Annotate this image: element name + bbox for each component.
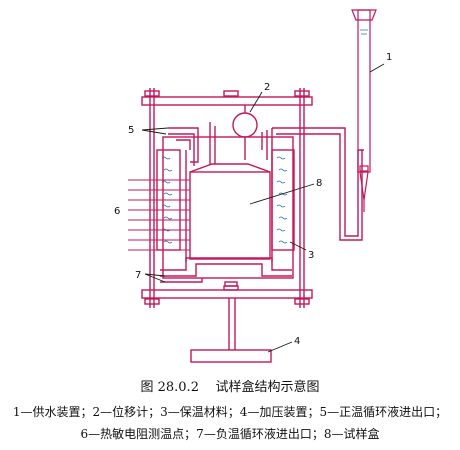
legend-line-1: 1—供水装置；2—位移计；3—保温材料；4—加压装置；5—正温循环液进出口； (12, 405, 448, 419)
figure-caption: 图 28.0.2 试样盒结构示意图 (0, 376, 460, 395)
outer-container (162, 136, 294, 279)
right-insulation (271, 149, 295, 251)
displacement-gauge (232, 112, 258, 138)
label-4: 4 (294, 336, 300, 347)
top-plate (141, 96, 313, 106)
negative-temp-pipe (160, 257, 292, 271)
loading-plate (190, 349, 272, 363)
bottom-plate (141, 289, 313, 299)
figure-title: 试样盒结构示意图 (215, 380, 320, 395)
thermistor-lines (128, 179, 190, 251)
label-1: 1 (386, 52, 392, 63)
label-5: 5 (128, 125, 134, 136)
sample-box (189, 171, 271, 260)
figure-number: 图 28.0.2 (140, 380, 199, 395)
positive-temp-pipe-right (261, 128, 273, 160)
label-2: 2 (264, 82, 270, 93)
label-7: 7 (135, 270, 141, 281)
legend-line-2: 6—热敏电阻测温点；7—负温循环液进出口；8—试样盒 (80, 427, 380, 441)
label-8: 8 (316, 178, 322, 189)
label-6: 6 (114, 206, 120, 217)
label-3: 3 (308, 250, 314, 261)
